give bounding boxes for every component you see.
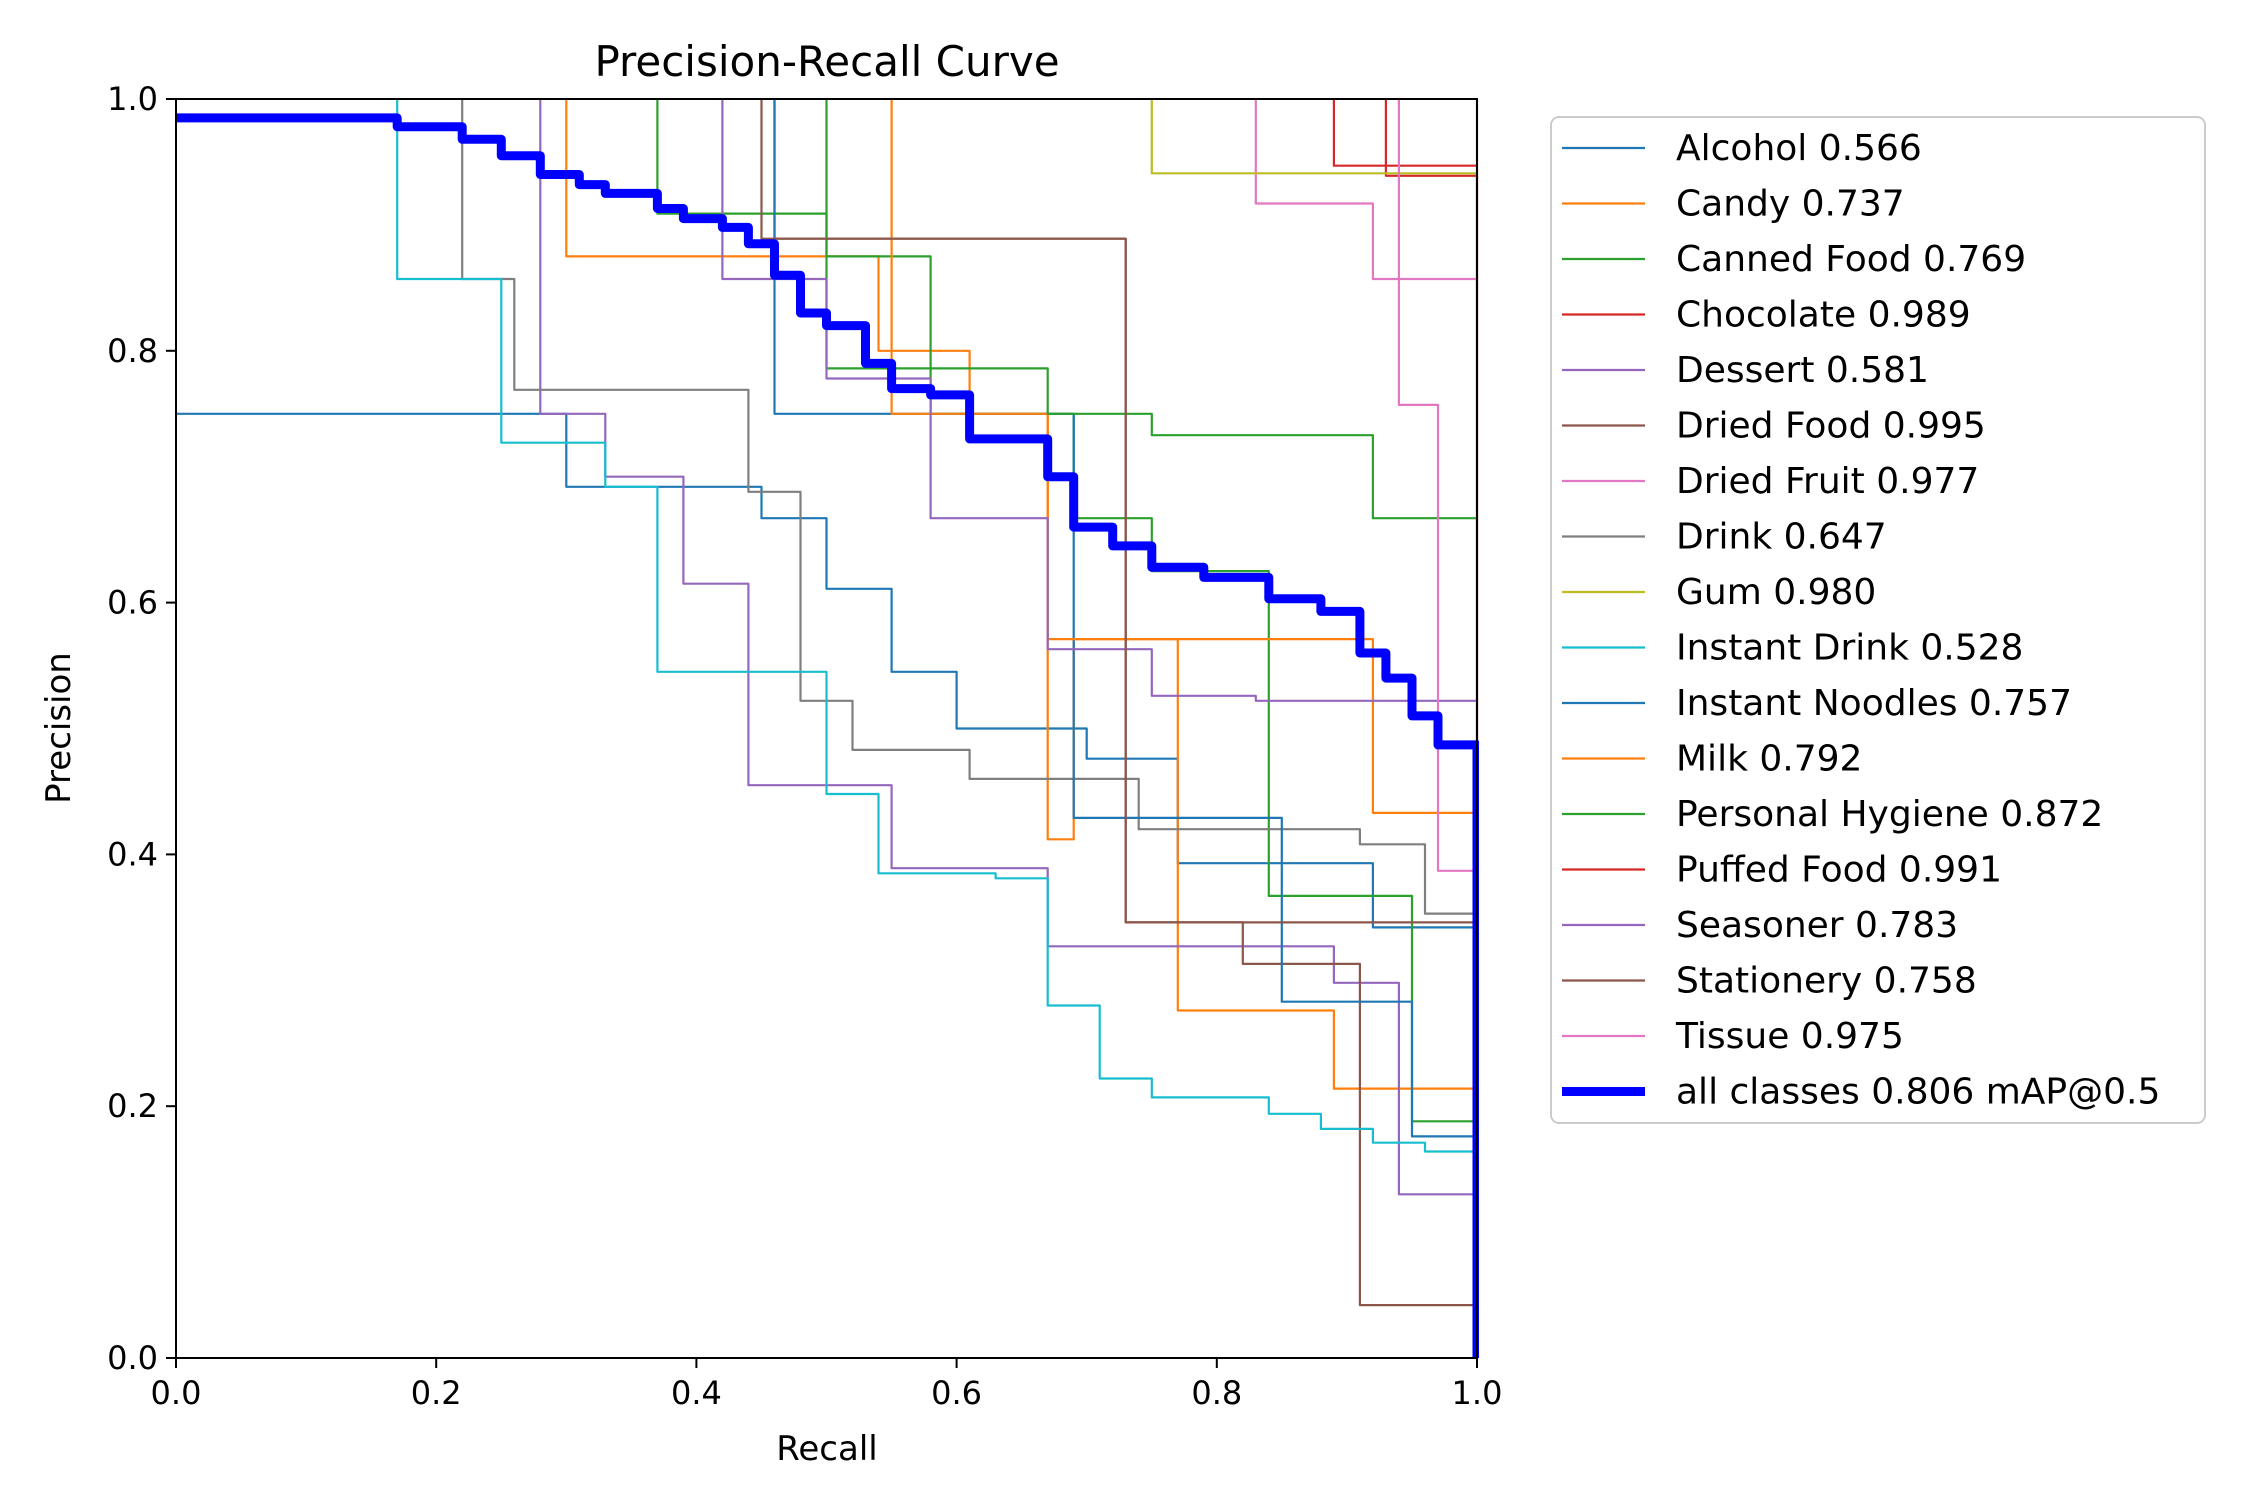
x-tick-label: 0.8 xyxy=(1191,1374,1242,1412)
legend-label: all classes 0.806 mAP@0.5 xyxy=(1676,1072,2160,1113)
legend-label: Stationery 0.758 xyxy=(1676,961,1977,1002)
series-line-instant-drink xyxy=(396,99,1477,1153)
series-line-drink xyxy=(461,99,1477,915)
legend-label: Personal Hygiene 0.872 xyxy=(1676,794,2103,835)
series-line-tissue xyxy=(1397,99,1477,872)
legend-label: Candy 0.737 xyxy=(1676,184,1905,225)
x-axis-label: Recall xyxy=(776,1429,877,1469)
series-layer xyxy=(176,99,1479,1358)
series-line-gum xyxy=(1150,99,1477,175)
x-tick-label: 0.6 xyxy=(931,1374,982,1412)
series-line-stationery xyxy=(760,99,1477,924)
legend-label: Seasoner 0.783 xyxy=(1676,905,1958,946)
series-line-all-classes xyxy=(176,113,1479,1358)
legend-label: Gum 0.980 xyxy=(1676,572,1876,613)
plot-frame xyxy=(175,98,1478,1359)
x-axis-ticks: 0.0 0.2 0.4 0.6 0.8 1.0 xyxy=(151,1358,1503,1412)
legend-label: Milk 0.792 xyxy=(1676,739,1862,780)
x-tick-label: 0.4 xyxy=(671,1374,722,1412)
series-line-alcohol xyxy=(176,412,1477,929)
series-line-chocolate xyxy=(1332,99,1479,1358)
y-tick-label: 0.8 xyxy=(107,332,158,370)
y-axis-ticks: 0.0 0.2 0.4 0.6 0.8 1.0 xyxy=(107,80,176,1377)
y-tick-label: 0.4 xyxy=(107,835,158,873)
legend-label: Canned Food 0.769 xyxy=(1676,239,2026,280)
series-line-puffed-food xyxy=(1384,99,1477,167)
legend-label: Instant Drink 0.528 xyxy=(1676,628,2023,669)
x-tick-label: 0.2 xyxy=(411,1374,462,1412)
y-tick-label: 0.2 xyxy=(107,1087,158,1125)
legend-box xyxy=(1550,116,2206,1124)
series-line-seasoner xyxy=(721,99,1477,702)
legend-label: Puffed Food 0.991 xyxy=(1676,850,2002,891)
series-line-instant-noodles xyxy=(773,99,1477,1138)
series-line-candy xyxy=(565,99,1477,1090)
legend-label: Instant Noodles 0.757 xyxy=(1676,683,2072,724)
series-line-dried-fruit xyxy=(1254,99,1477,281)
legend-label: Dried Food 0.995 xyxy=(1676,406,1986,447)
x-tick-label: 1.0 xyxy=(1452,1374,1503,1412)
series-line-milk xyxy=(890,99,1477,815)
series-line-personal-hygiene xyxy=(825,99,1477,520)
legend-label: Tissue 0.975 xyxy=(1675,1016,1904,1057)
chart-title: Precision-Recall Curve xyxy=(594,37,1059,86)
legend-label: Dried Fruit 0.977 xyxy=(1676,461,1979,502)
legend-label: Dessert 0.581 xyxy=(1676,350,1929,391)
y-tick-label: 0.0 xyxy=(107,1339,158,1377)
series-line-dessert xyxy=(539,99,1477,1196)
y-axis-label: Precision xyxy=(39,652,79,804)
legend-label: Chocolate 0.989 xyxy=(1676,295,1971,336)
y-tick-label: 1.0 xyxy=(107,80,158,118)
legend-label: Alcohol 0.566 xyxy=(1676,128,1922,169)
y-tick-label: 0.6 xyxy=(107,584,158,622)
legend-label: Drink 0.647 xyxy=(1676,517,1887,558)
legend: Alcohol 0.566 Candy 0.737 Canned Food 0.76… xyxy=(1550,116,2206,1124)
x-tick-label: 0.0 xyxy=(151,1374,202,1412)
